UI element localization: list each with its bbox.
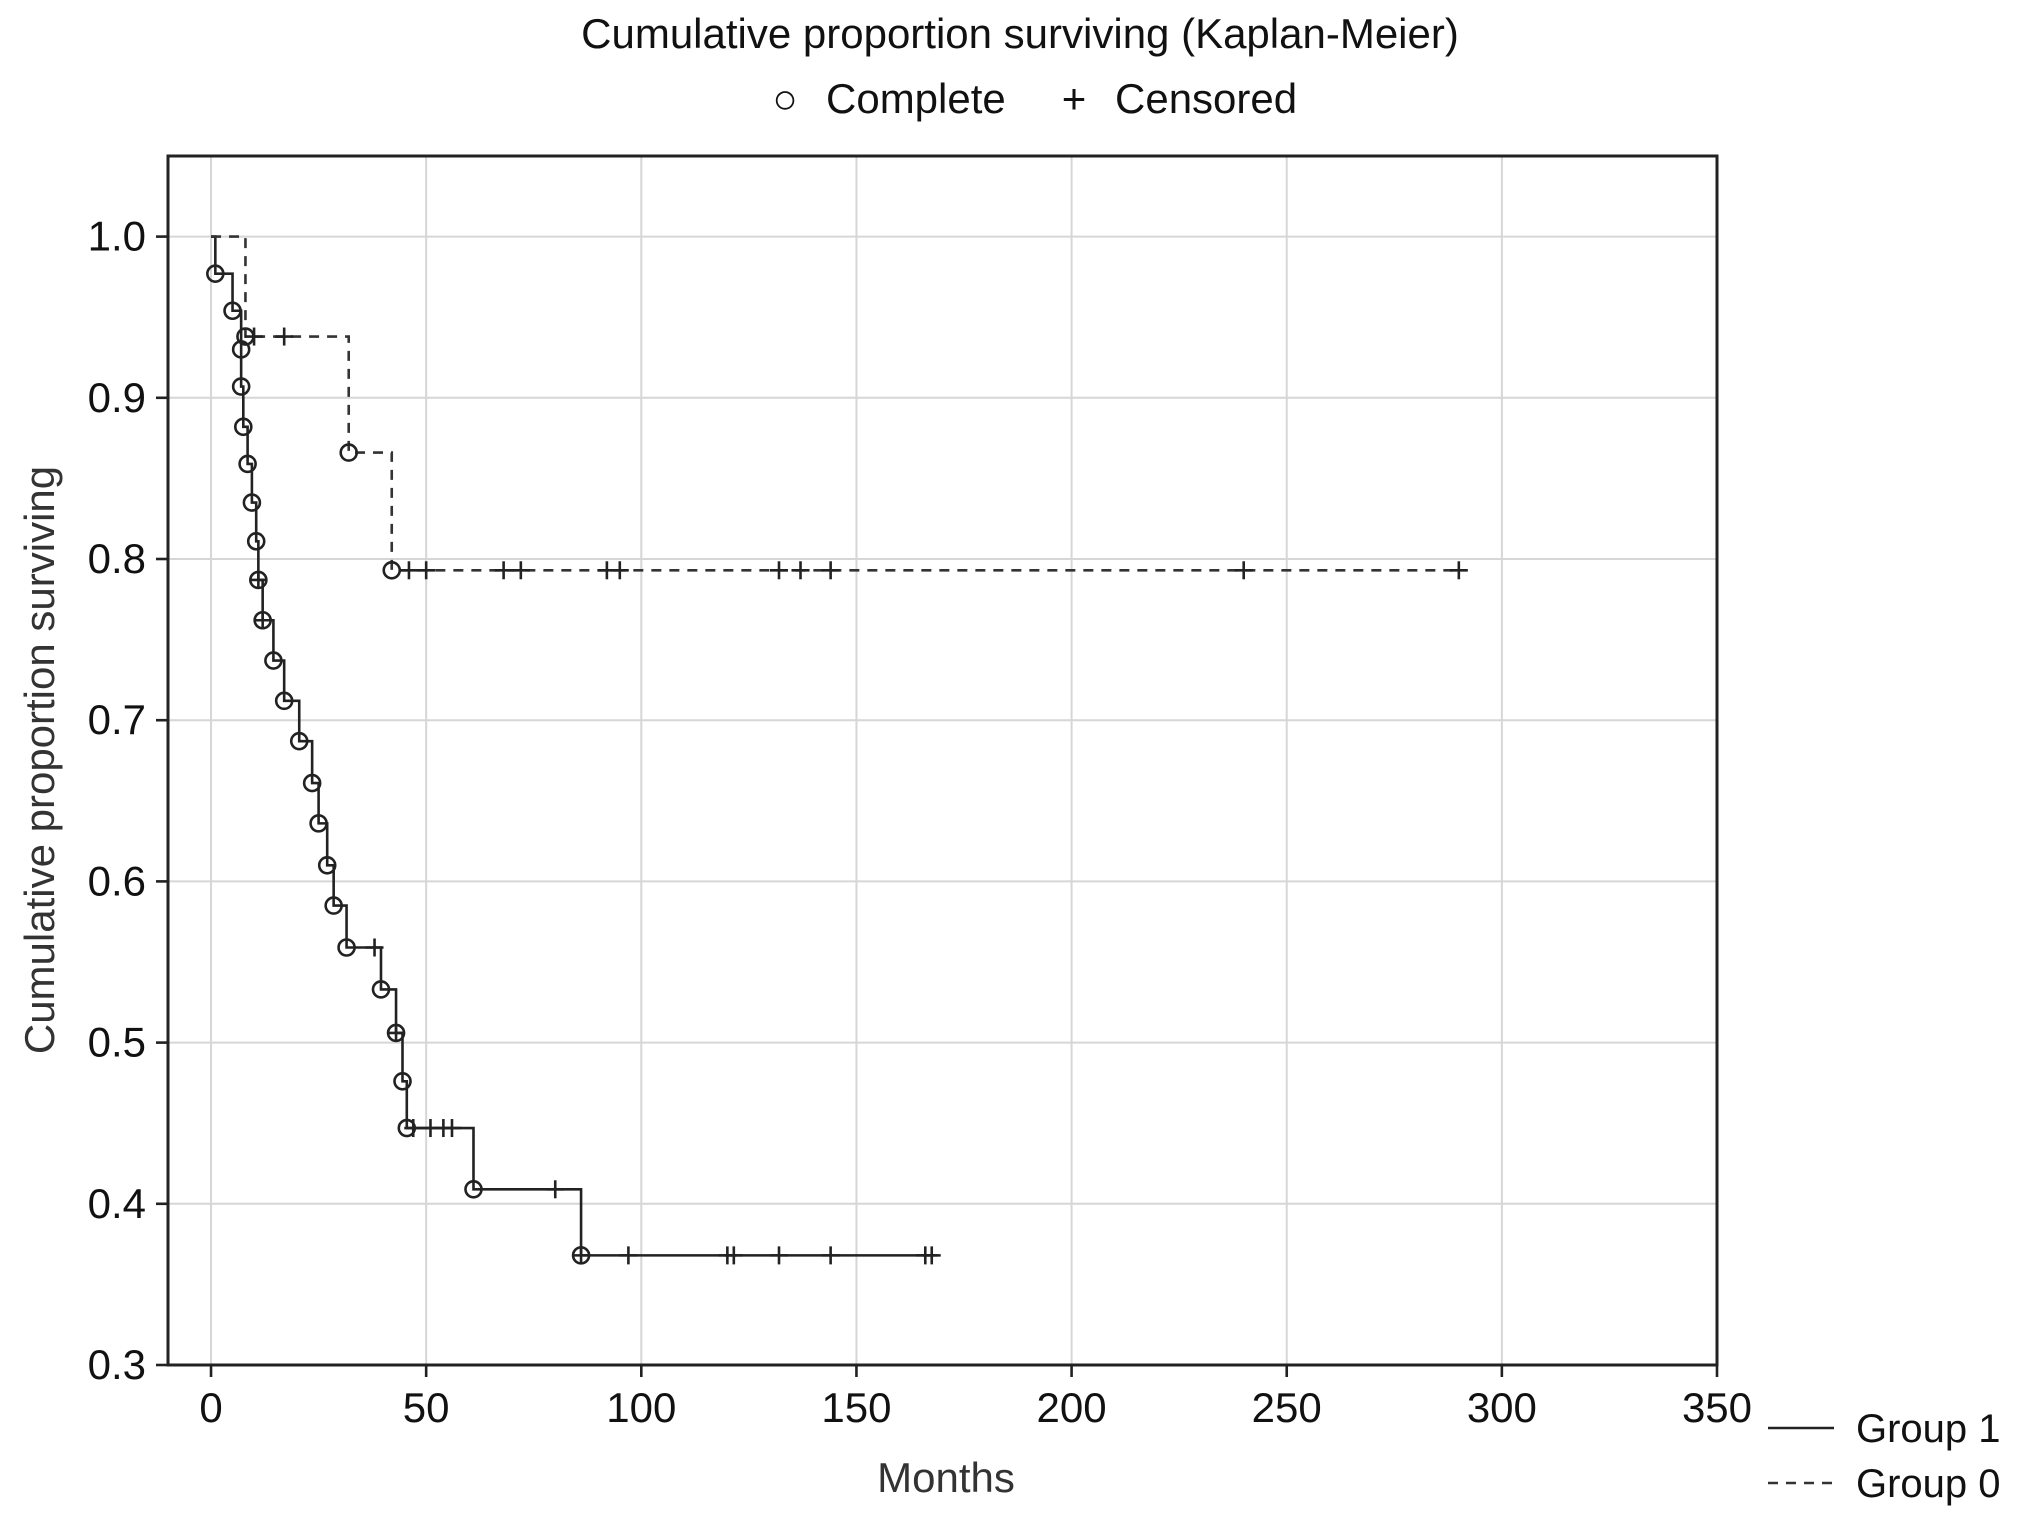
complete-marker — [233, 417, 253, 437]
censored-marker — [922, 1246, 941, 1265]
chart-title: Cumulative proportion surviving (Kaplan-… — [581, 10, 1459, 57]
complete-marker — [231, 377, 251, 396]
censored-marker — [253, 611, 272, 630]
legend-complete-label: Complete — [826, 75, 1006, 122]
complete-marker — [393, 1071, 412, 1091]
complete-marker — [317, 855, 337, 875]
complete-marker — [223, 301, 242, 321]
censored-marker — [769, 561, 788, 580]
y-tick-label: 0.6 — [88, 857, 146, 904]
legend-censored-label: Censored — [1115, 75, 1297, 122]
x-tick-label: 50 — [403, 1384, 450, 1431]
x-tick-label: 350 — [1682, 1384, 1752, 1431]
censored-marker — [387, 1023, 406, 1042]
legend-group0-label: Group 0 — [1856, 1462, 2001, 1506]
legend-complete-symbol: ○ — [772, 75, 797, 122]
complete-marker — [289, 731, 309, 751]
y-tick-label: 0.7 — [88, 696, 146, 743]
y-tick-label: 0.3 — [88, 1341, 146, 1388]
survival-curve-group1 — [211, 235, 939, 1257]
marker-legend: ○ Complete + Censored — [772, 75, 1297, 122]
series — [206, 235, 1468, 1265]
complete-marker — [337, 938, 356, 957]
censored-marker — [791, 561, 810, 580]
y-tick-label: 1.0 — [88, 213, 146, 260]
y-tick-label: 0.4 — [88, 1180, 146, 1227]
series-legend: Group 1 Group 0 — [1768, 1407, 2001, 1506]
complete-marker — [371, 980, 391, 999]
y-tick-label: 0.9 — [88, 374, 146, 421]
x-tick-label: 250 — [1252, 1384, 1322, 1431]
series-group0 — [211, 235, 1468, 580]
complete-marker — [274, 691, 294, 711]
y-axis-label: Cumulative proportion surviving — [16, 466, 63, 1054]
plot-frame — [166, 154, 1719, 1367]
complete-marker — [324, 896, 343, 915]
censored-marker — [404, 1119, 423, 1138]
censored-marker — [365, 938, 384, 957]
censored-marker — [724, 1246, 743, 1265]
censored-marker — [511, 561, 530, 580]
complete-marker — [264, 651, 283, 670]
complete-marker — [339, 443, 359, 462]
legend-group1-label: Group 1 — [1856, 1407, 2001, 1451]
complete-marker — [231, 340, 251, 359]
x-tick-label: 100 — [606, 1384, 676, 1431]
complete-marker — [464, 1179, 483, 1199]
axis-ticks: 0 50 100 150 200 250 300 350 0.3 0.4 0.5 0.6 0.7 0.8 0… — [88, 213, 1752, 1431]
censored-marker — [821, 1246, 840, 1265]
censored-marker — [1449, 561, 1468, 580]
censored-marker — [494, 561, 513, 580]
censored-marker — [1234, 561, 1253, 580]
legend-censored-symbol: + — [1062, 75, 1087, 122]
censored-marker — [245, 327, 264, 346]
censored-marker — [821, 561, 840, 580]
series-group1 — [206, 235, 941, 1265]
censored-marker — [275, 327, 294, 346]
censored-marker — [417, 561, 436, 580]
complete-marker — [302, 773, 322, 793]
complete-marker — [309, 814, 328, 833]
complete-marker — [206, 264, 225, 283]
censored-marker — [442, 1119, 461, 1138]
x-tick-label: 0 — [199, 1384, 222, 1431]
x-tick-label: 200 — [1037, 1384, 1107, 1431]
y-tick-label: 0.8 — [88, 535, 146, 582]
complete-marker — [382, 560, 402, 580]
censored-marker — [610, 561, 629, 580]
y-tick-label: 0.5 — [88, 1019, 146, 1066]
complete-marker — [246, 531, 266, 551]
complete-marker — [238, 454, 257, 474]
censored-marker — [399, 561, 418, 580]
complete-marker — [242, 493, 262, 512]
censored-marker — [546, 1180, 565, 1199]
grid-lines — [168, 156, 1717, 1365]
censored-marker — [619, 1246, 638, 1265]
censored-marker — [769, 1246, 788, 1265]
survival-curve-group0 — [211, 235, 1459, 572]
x-tick-label: 150 — [821, 1384, 891, 1431]
censored-marker — [572, 1246, 591, 1265]
x-axis-label: Months — [877, 1454, 1015, 1501]
x-tick-label: 300 — [1467, 1384, 1537, 1431]
censored-marker — [249, 570, 268, 589]
